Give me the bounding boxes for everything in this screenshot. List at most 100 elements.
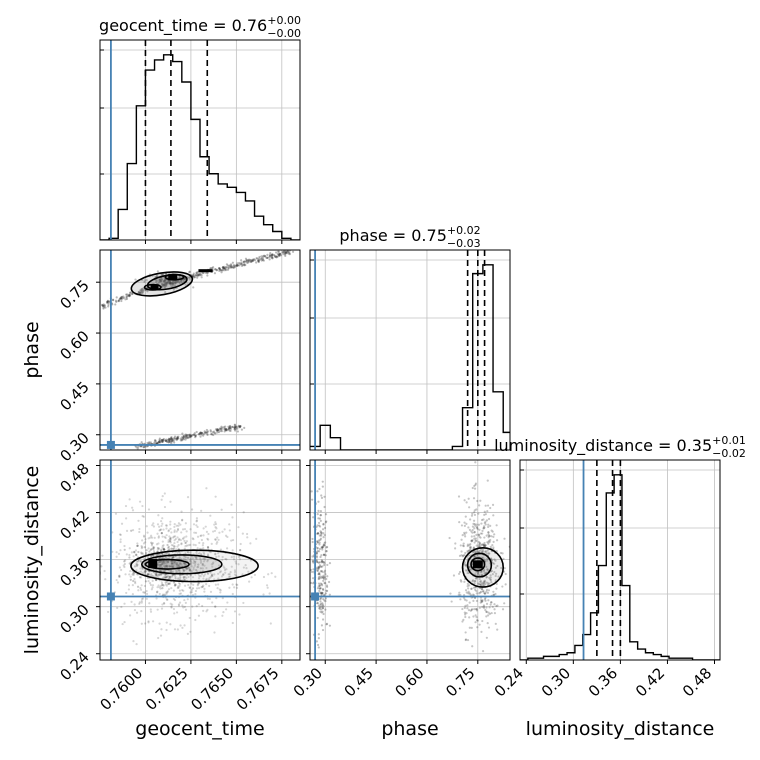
sample-point xyxy=(140,597,144,601)
sample-point xyxy=(184,433,187,436)
density-peak xyxy=(168,274,178,281)
sample-point xyxy=(322,532,325,535)
sample-point xyxy=(201,564,204,567)
sample-point xyxy=(227,427,230,431)
sample-point xyxy=(159,279,162,282)
sample-point xyxy=(162,548,166,551)
sample-point xyxy=(486,557,489,560)
sample-point xyxy=(111,550,114,553)
sample-point xyxy=(189,558,192,561)
sample-point xyxy=(176,563,179,566)
sample-point xyxy=(487,582,490,585)
sample-point xyxy=(262,259,265,262)
sample-point xyxy=(138,576,142,579)
sample-point xyxy=(173,584,177,587)
sample-point xyxy=(323,571,326,574)
sample-point xyxy=(320,561,323,564)
sample-point xyxy=(177,563,180,567)
sample-point xyxy=(322,553,326,556)
sample-point xyxy=(216,587,219,590)
sample-point xyxy=(185,530,188,533)
sample-point xyxy=(317,633,320,636)
sample-point xyxy=(163,561,166,564)
sample-point xyxy=(181,519,184,522)
sample-point xyxy=(174,577,177,580)
sample-point xyxy=(101,304,104,307)
sample-point xyxy=(167,552,171,556)
sample-point xyxy=(200,509,203,512)
sample-point xyxy=(500,566,503,570)
sample-point xyxy=(154,440,157,443)
sample-point xyxy=(323,562,326,565)
sample-point xyxy=(230,539,233,542)
sample-point xyxy=(159,280,162,283)
sample-point xyxy=(209,429,212,432)
sample-point xyxy=(129,291,132,294)
sample-point xyxy=(155,579,158,582)
sample-point xyxy=(316,587,320,590)
sample-point xyxy=(220,428,223,431)
sample-point xyxy=(483,592,486,595)
sample-point xyxy=(172,597,175,601)
sample-point xyxy=(173,541,176,545)
sample-point xyxy=(182,576,186,579)
sample-point xyxy=(282,250,285,253)
sample-point xyxy=(176,436,179,439)
sample-point xyxy=(214,268,217,271)
sample-point xyxy=(274,255,277,258)
sample-point xyxy=(160,561,163,564)
sample-point xyxy=(463,563,466,566)
sample-point xyxy=(458,554,462,558)
sample-point xyxy=(195,272,198,275)
sample-point xyxy=(243,426,246,429)
sample-point xyxy=(102,304,105,307)
sample-point xyxy=(233,610,237,613)
sample-point xyxy=(326,585,329,588)
sample-point xyxy=(141,567,144,571)
sample-point xyxy=(233,586,236,589)
sample-point xyxy=(91,581,93,583)
sample-point xyxy=(173,560,177,564)
sample-point xyxy=(190,588,193,592)
sample-point xyxy=(230,266,234,269)
sample-point xyxy=(501,608,505,611)
sample-point xyxy=(472,546,475,550)
sample-point xyxy=(123,548,126,551)
sample-point xyxy=(467,609,471,612)
sample-point xyxy=(155,573,158,577)
sample-point xyxy=(173,441,176,444)
sample-point xyxy=(163,279,166,282)
sample-point xyxy=(116,581,120,584)
sample-point xyxy=(168,438,171,441)
sample-point xyxy=(492,514,495,517)
sample-point xyxy=(262,593,265,596)
sample-point xyxy=(277,250,281,253)
sample-point xyxy=(156,608,159,611)
sample-point xyxy=(118,575,121,578)
sample-point xyxy=(224,557,227,561)
sample-point xyxy=(182,578,185,581)
sample-point xyxy=(170,565,173,568)
sample-point xyxy=(235,264,238,267)
density-panel-phase-luminosity_distance: 0.30 0.45 0.60 0.75 xyxy=(290,459,511,700)
sample-point xyxy=(178,562,181,565)
sample-point xyxy=(210,433,213,436)
sample-point xyxy=(107,301,110,305)
sample-point xyxy=(321,545,324,548)
sample-point xyxy=(473,555,476,559)
sample-point xyxy=(473,484,476,488)
sample-point xyxy=(503,567,506,570)
sample-point xyxy=(319,603,322,607)
sample-point xyxy=(471,531,474,534)
density-peak xyxy=(148,559,158,569)
sample-point xyxy=(170,284,173,287)
sample-point xyxy=(317,567,320,570)
sample-point xyxy=(482,582,485,586)
panel-plot-area xyxy=(100,40,300,240)
sample-point xyxy=(486,568,489,571)
sample-point xyxy=(218,267,221,270)
sample-point xyxy=(158,560,161,564)
sample-point xyxy=(221,266,225,269)
sample-point xyxy=(173,598,177,602)
